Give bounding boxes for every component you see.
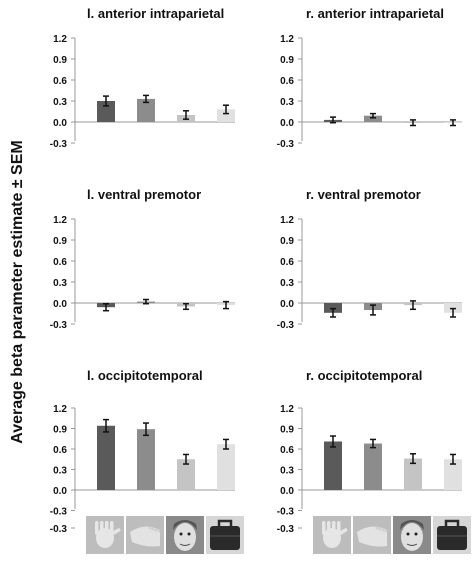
bar-foot <box>137 429 155 490</box>
y-tick-label: 0.9 <box>53 55 67 66</box>
y-tick-label: -0.3 <box>50 320 68 331</box>
bar-foot <box>137 98 155 122</box>
hand-icon <box>313 516 351 554</box>
bar-hand <box>324 441 342 490</box>
foot-icon <box>126 516 164 554</box>
error-bar <box>410 300 416 311</box>
error-bar <box>410 119 416 127</box>
y-tick-label: 0.9 <box>280 55 294 66</box>
hand-icon <box>86 516 124 554</box>
panel-title: r. anterior intraparietal <box>306 6 444 21</box>
y-tick-label: 0.0 <box>280 118 294 129</box>
y-tick-label: 0.9 <box>280 236 294 247</box>
panel-title: r. ventral premotor <box>306 187 421 202</box>
bar-bag <box>444 459 462 490</box>
y-axis-label-wrap: Average beta parameter estimate ± SEM <box>0 0 40 557</box>
chart-panel: r. anterior intraparietal 1.2 0.9 0.6 0.3 0.0… <box>277 6 462 150</box>
chart-panel: l. occipitotemporal 1.2 0.9 0.6 0.3 0.0 -0.3 -0… <box>50 368 244 554</box>
y-tick-label: 1.2 <box>280 34 294 45</box>
bar-bag <box>217 109 235 122</box>
y-tick-label: 0.3 <box>53 466 67 477</box>
error-bar <box>103 95 109 107</box>
error-bar <box>330 116 336 124</box>
y-tick-label: 1.2 <box>280 404 294 415</box>
y-tick-label: 0.3 <box>280 278 294 289</box>
y-tick-label: 0.0 <box>280 486 294 497</box>
error-bar <box>183 453 189 465</box>
y-tick-label: 0.3 <box>53 278 67 289</box>
y-tick-label: 0.6 <box>280 76 294 87</box>
y-tick-label: 1.2 <box>53 215 67 226</box>
y-tick-label: 0.6 <box>53 76 67 87</box>
bag-icon <box>433 516 471 554</box>
error-bar <box>330 435 336 448</box>
y-tick-label: 0.0 <box>280 299 294 310</box>
error-bar <box>103 302 109 312</box>
y-tick-label: 0.9 <box>53 425 67 436</box>
y-tick-label: 0.6 <box>53 257 67 268</box>
y-tick-label: 0.9 <box>53 236 67 247</box>
y-tick-label: -0.3 <box>277 524 295 535</box>
error-bar <box>143 422 149 437</box>
chart-panel: r. occipitotemporal 1.2 0.9 0.6 0.3 0.0 -0.3 -0… <box>277 368 471 554</box>
face-icon <box>393 516 431 554</box>
chart-panel: r. ventral premotor 1.2 0.9 0.6 0.3 0.0 -0.3 <box>277 187 462 331</box>
y-tick-label: -0.3 <box>50 139 68 150</box>
bar-bag <box>217 444 235 490</box>
y-tick-label: 0.0 <box>53 299 67 310</box>
y-tick-label: 1.2 <box>280 215 294 226</box>
y-tick-label: 1.2 <box>53 34 67 45</box>
bar-face <box>177 459 195 490</box>
face-icon <box>166 516 204 554</box>
error-bar <box>450 453 456 465</box>
error-bar <box>183 110 189 120</box>
error-bar <box>450 307 456 318</box>
y-tick-label: 0.6 <box>53 445 67 456</box>
panel-title: r. occipitotemporal <box>306 368 422 383</box>
bar-hand <box>97 101 115 122</box>
y-tick-label: 0.3 <box>53 97 67 108</box>
foot-icon <box>353 516 391 554</box>
y-tick-label: -0.3 <box>50 507 68 518</box>
error-bar <box>143 94 149 104</box>
bar-foot <box>364 115 382 122</box>
panel-title: l. occipitotemporal <box>87 368 203 383</box>
error-bar <box>370 304 376 316</box>
y-tick-label: 0.3 <box>280 466 294 477</box>
error-bar <box>223 104 229 115</box>
error-bar <box>330 307 336 318</box>
error-bar <box>370 112 376 119</box>
y-tick-label: -0.3 <box>277 507 295 518</box>
y-tick-label: 0.9 <box>280 425 294 436</box>
bar-face <box>404 458 422 490</box>
panel-title: l. ventral premotor <box>87 187 201 202</box>
error-bar <box>223 300 229 310</box>
y-tick-label: 1.2 <box>53 404 67 415</box>
y-tick-label: -0.3 <box>50 524 68 535</box>
y-tick-label: 0.6 <box>280 445 294 456</box>
bar-hand <box>97 425 115 490</box>
chart-panel: l. anterior intraparietal 1.2 0.9 0.6 0.3 0.0… <box>50 6 235 150</box>
y-axis-label: Average beta parameter estimate ± SEM <box>9 140 26 443</box>
bar-foot <box>364 443 382 490</box>
error-bar <box>143 298 149 305</box>
error-bar <box>450 119 456 127</box>
y-tick-label: 0.0 <box>53 486 67 497</box>
bag-icon <box>206 516 244 554</box>
y-tick-label: 0.6 <box>280 257 294 268</box>
y-tick-label: 0.3 <box>280 97 294 108</box>
y-tick-label: -0.3 <box>277 139 295 150</box>
error-bar <box>410 453 416 465</box>
error-bar <box>183 302 189 311</box>
y-tick-label: -0.3 <box>277 320 295 331</box>
error-bar <box>103 418 109 433</box>
panel-title: l. anterior intraparietal <box>87 6 224 21</box>
y-tick-label: 0.0 <box>53 118 67 129</box>
error-bar <box>223 438 229 450</box>
error-bar <box>370 438 376 449</box>
chart-panel: l. ventral premotor 1.2 0.9 0.6 0.3 0.0 -0.3 <box>50 187 235 331</box>
